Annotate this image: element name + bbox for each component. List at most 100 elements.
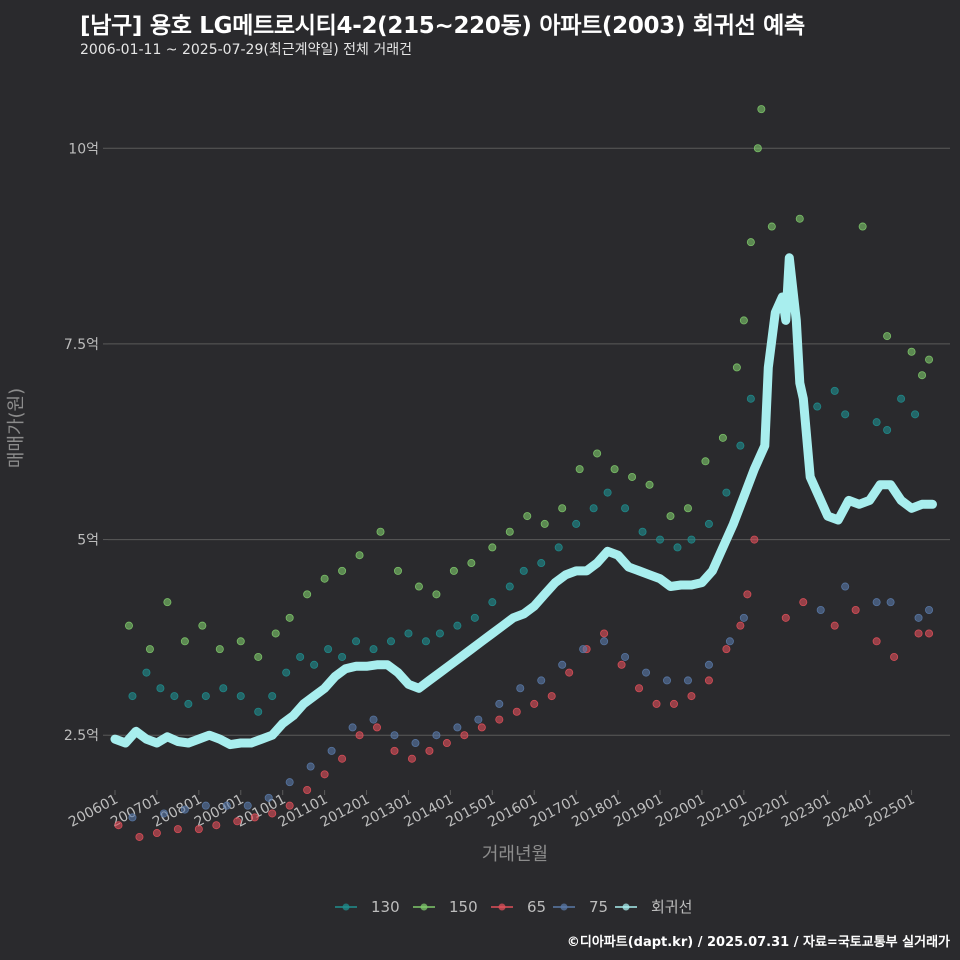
data-point-150 <box>540 519 549 528</box>
data-point-150 <box>645 480 654 489</box>
data-point-65 <box>722 645 731 654</box>
data-point-130 <box>704 519 713 528</box>
data-point-65 <box>743 590 752 599</box>
data-point-65 <box>250 813 259 822</box>
data-point-75 <box>516 684 525 693</box>
data-point-150 <box>757 105 766 114</box>
data-point-65 <box>407 754 416 763</box>
data-point-130 <box>421 637 430 646</box>
data-point-75 <box>558 660 567 669</box>
data-point-75 <box>390 731 399 740</box>
data-point-75 <box>886 598 895 607</box>
legend-item-75: 75 <box>553 898 608 916</box>
legend-swatch-dot <box>420 903 428 911</box>
data-point-130 <box>142 668 151 677</box>
data-point-150 <box>918 371 927 380</box>
data-point-75 <box>816 606 825 615</box>
chart-title: [남구] 용호 LG메트로시티4-2(215~220동) 아파트(2003) 회… <box>80 13 805 39</box>
x-axis-title: 거래년월 <box>482 844 548 865</box>
data-point-65 <box>530 699 539 708</box>
data-point-75 <box>474 715 483 724</box>
data-point-150 <box>163 598 172 607</box>
data-point-65 <box>617 660 626 669</box>
data-point-150 <box>467 559 476 568</box>
data-point-150 <box>271 629 280 638</box>
data-point-130 <box>589 504 598 513</box>
data-point-130 <box>156 684 165 693</box>
data-point-150 <box>285 613 294 622</box>
data-point-65 <box>925 629 934 638</box>
data-point-65 <box>285 801 294 810</box>
scatter-points <box>114 105 934 841</box>
data-point-130 <box>201 692 210 701</box>
legend-swatch-dot <box>342 903 350 911</box>
y-axis-ticks: 2.5억 5억 7.5억 10억 <box>64 141 108 744</box>
data-point-150 <box>488 543 497 552</box>
data-point-75 <box>642 668 651 677</box>
data-point-75 <box>306 762 315 771</box>
data-point-130 <box>603 488 612 497</box>
data-point-75 <box>739 613 748 622</box>
data-point-75 <box>914 613 923 622</box>
chart-subtitle: 2006-01-11 ~ 2025-07-29(최근계약일) 전체 거래건 <box>80 42 412 58</box>
data-point-75 <box>600 637 609 646</box>
data-point-150 <box>215 645 224 654</box>
regression-line-layer <box>110 253 937 750</box>
legend-swatch-dot <box>560 903 568 911</box>
data-point-75 <box>663 676 672 685</box>
data-point-65 <box>799 598 808 607</box>
data-point-130 <box>813 402 822 411</box>
data-point-130 <box>519 566 528 575</box>
data-point-130 <box>254 707 263 716</box>
data-point-65 <box>600 629 609 638</box>
data-point-150 <box>338 566 347 575</box>
data-point-150 <box>505 527 514 536</box>
legend-item-130: 130 <box>335 898 400 916</box>
data-point-65 <box>425 746 434 755</box>
data-point-75 <box>537 676 546 685</box>
data-point-65 <box>114 821 123 830</box>
data-point-75 <box>327 746 336 755</box>
data-point-75 <box>841 582 850 591</box>
data-point-150 <box>575 465 584 474</box>
data-point-130 <box>656 535 665 544</box>
data-point-130 <box>621 504 630 513</box>
data-point-65 <box>669 699 678 708</box>
data-point-150 <box>683 504 692 513</box>
data-point-65 <box>704 676 713 685</box>
data-point-75 <box>725 637 734 646</box>
data-point-150 <box>907 347 916 356</box>
data-point-75 <box>704 660 713 669</box>
y-tick-label: 7.5억 <box>64 337 99 353</box>
data-point-130 <box>722 488 731 497</box>
data-point-150 <box>767 222 776 231</box>
data-point-65 <box>173 825 182 834</box>
data-point-150 <box>355 551 364 560</box>
data-point-75 <box>159 809 168 818</box>
data-point-75 <box>180 805 189 814</box>
data-point-130 <box>282 668 291 677</box>
data-point-75 <box>369 715 378 724</box>
data-point-75 <box>348 723 357 732</box>
data-point-75 <box>925 606 934 615</box>
data-point-150 <box>739 316 748 325</box>
data-point-65 <box>565 668 574 677</box>
data-point-65 <box>477 723 486 732</box>
data-point-150 <box>746 238 755 247</box>
data-point-130 <box>554 543 563 552</box>
data-point-65 <box>373 723 382 732</box>
legend-swatch-dot <box>622 903 630 911</box>
data-point-150 <box>858 222 867 231</box>
data-point-65 <box>442 739 451 748</box>
data-point-65 <box>135 832 144 841</box>
data-point-150 <box>925 355 934 364</box>
data-point-130 <box>236 692 245 701</box>
data-point-75 <box>872 598 881 607</box>
data-point-75 <box>128 813 137 822</box>
data-point-75 <box>621 652 630 661</box>
data-point-130 <box>673 543 682 552</box>
data-point-130 <box>324 645 333 654</box>
data-point-130 <box>638 527 647 536</box>
y-tick-label: 5억 <box>77 533 99 549</box>
data-point-130 <box>883 425 892 434</box>
